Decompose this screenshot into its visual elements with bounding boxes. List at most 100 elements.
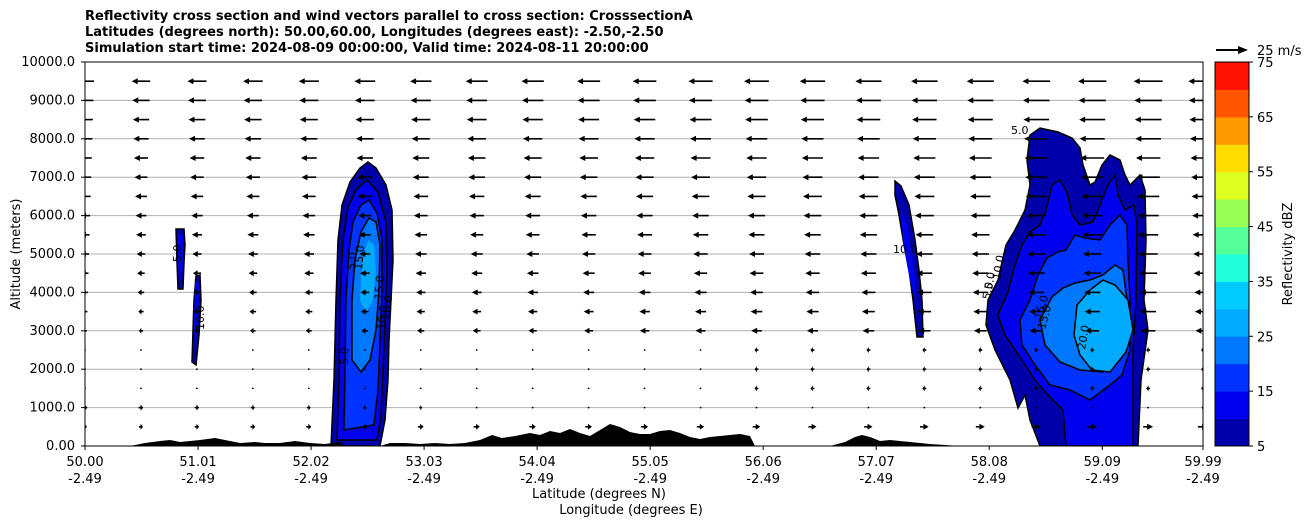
wind-vector bbox=[187, 78, 207, 85]
wind-vector bbox=[694, 289, 707, 296]
wind-vector bbox=[196, 368, 198, 371]
wind-vector bbox=[299, 97, 319, 104]
y-tick-label: 3000.0 bbox=[30, 324, 76, 339]
x-tick-label-lon: -2.49 bbox=[972, 472, 1006, 487]
wind-vector bbox=[85, 138, 93, 140]
wind-vector bbox=[304, 289, 313, 296]
wind-vector bbox=[1191, 174, 1203, 181]
wind-vector bbox=[861, 289, 876, 296]
wind-vector bbox=[577, 97, 600, 104]
wind-vector bbox=[251, 368, 254, 371]
colorbar-label: Reflectivity dBZ bbox=[1281, 203, 1296, 306]
wind-vector bbox=[357, 193, 372, 200]
wind-vector bbox=[521, 97, 544, 104]
x-tick-label-lat: 57.07 bbox=[858, 455, 895, 470]
wind-vector bbox=[472, 327, 481, 334]
wind-vector bbox=[466, 116, 487, 123]
wind-vector bbox=[363, 368, 366, 371]
colorbar-band bbox=[1215, 418, 1249, 447]
wind-vector bbox=[523, 135, 543, 142]
wind-vector bbox=[412, 155, 430, 161]
contour-label: 5.0 bbox=[1011, 124, 1029, 137]
wind-vector bbox=[356, 135, 374, 142]
wind-vector bbox=[301, 174, 317, 181]
wind-vector bbox=[699, 349, 702, 351]
wind-vector bbox=[469, 212, 484, 219]
y-tick-label: 0.00 bbox=[46, 439, 75, 454]
wind-vector bbox=[528, 327, 537, 334]
colorbar-tick-label: 75 bbox=[1257, 56, 1274, 71]
x-tick-label-lat: 55.05 bbox=[632, 455, 669, 470]
wind-vector bbox=[356, 155, 373, 161]
wind-vector bbox=[1031, 423, 1041, 430]
wind-vector bbox=[581, 251, 596, 257]
cell-57-level-10 bbox=[901, 210, 916, 300]
wind-vector bbox=[1091, 406, 1094, 409]
colorbar-band bbox=[1215, 116, 1249, 145]
y-tick-label: 2000.0 bbox=[30, 362, 76, 377]
wind-vector bbox=[690, 155, 711, 161]
chart-title-line-2: Latitudes (degrees north): 50.00,60.00, … bbox=[85, 25, 664, 40]
wind-vector bbox=[641, 423, 649, 430]
wind-vector bbox=[1195, 327, 1203, 334]
wind-vector bbox=[1188, 97, 1203, 104]
wind-vector bbox=[1192, 212, 1203, 219]
wind-vector bbox=[531, 387, 534, 390]
wind-vector bbox=[806, 327, 818, 334]
x-axis-label-latitude: Latitude (degrees N) bbox=[532, 487, 666, 502]
contour-label: 15.0 bbox=[352, 245, 367, 271]
x-tick-label-lat: 53.03 bbox=[405, 455, 442, 470]
wind-vector bbox=[978, 385, 983, 392]
contour-label: 5.0 bbox=[338, 347, 352, 365]
wind-vector bbox=[362, 423, 368, 430]
wind-vector bbox=[864, 423, 873, 430]
wind-vector bbox=[303, 251, 314, 257]
wind-vector bbox=[971, 231, 990, 238]
wind-vector bbox=[643, 406, 646, 409]
y-tick-label: 6000.0 bbox=[30, 209, 76, 224]
wind-vector bbox=[1084, 308, 1100, 315]
wind-vector bbox=[360, 308, 369, 315]
wind-vector bbox=[357, 174, 373, 181]
x-tick-label-lon: -2.49 bbox=[633, 472, 667, 487]
y-tick-label: 5000.0 bbox=[30, 247, 76, 262]
contour-label: 10.0 bbox=[893, 243, 918, 256]
x-tick-label-lon: -2.49 bbox=[294, 472, 328, 487]
wind-vector bbox=[531, 368, 534, 371]
wind-vector bbox=[1137, 212, 1159, 219]
colorbar-tick-label: 25 bbox=[1257, 330, 1274, 345]
wind-vector bbox=[867, 406, 870, 409]
wind-vector bbox=[749, 270, 764, 277]
wind-vector bbox=[524, 193, 541, 200]
wind-vector bbox=[134, 193, 147, 200]
wind-vector bbox=[247, 251, 258, 257]
contour-label: 15.0 bbox=[1035, 304, 1054, 331]
wind-vector bbox=[917, 308, 932, 315]
wind-vector bbox=[580, 212, 597, 219]
wind-vector bbox=[866, 385, 871, 392]
wind-vector bbox=[85, 118, 93, 121]
wind-vector bbox=[639, 327, 650, 334]
wind-vector bbox=[470, 231, 484, 238]
colorbar: 5 15 25 35 45 55 65 75 bbox=[1214, 56, 1274, 455]
x-axis-label-longitude: Longitude (degrees E) bbox=[559, 503, 703, 518]
wind-vector bbox=[1028, 308, 1044, 315]
wind-vector bbox=[475, 349, 478, 351]
wind-vector bbox=[246, 212, 259, 219]
wind-vector bbox=[862, 327, 875, 334]
wind-vector bbox=[744, 78, 769, 85]
reflectivity-contours bbox=[175, 127, 1149, 446]
wind-vector bbox=[302, 212, 316, 219]
wind-vector bbox=[192, 270, 201, 277]
wind-vector bbox=[578, 135, 599, 142]
wind-vector bbox=[1146, 366, 1151, 373]
wind-vector bbox=[410, 97, 431, 104]
wind-vector bbox=[521, 78, 544, 85]
colorbar-band bbox=[1215, 144, 1249, 173]
wind-vector bbox=[638, 270, 651, 277]
wind-vector bbox=[694, 308, 707, 315]
x-tick-label-lon: -2.49 bbox=[407, 472, 441, 487]
wind-vector bbox=[1082, 231, 1102, 238]
wind-vector bbox=[137, 289, 145, 296]
wind-vector bbox=[527, 289, 538, 296]
